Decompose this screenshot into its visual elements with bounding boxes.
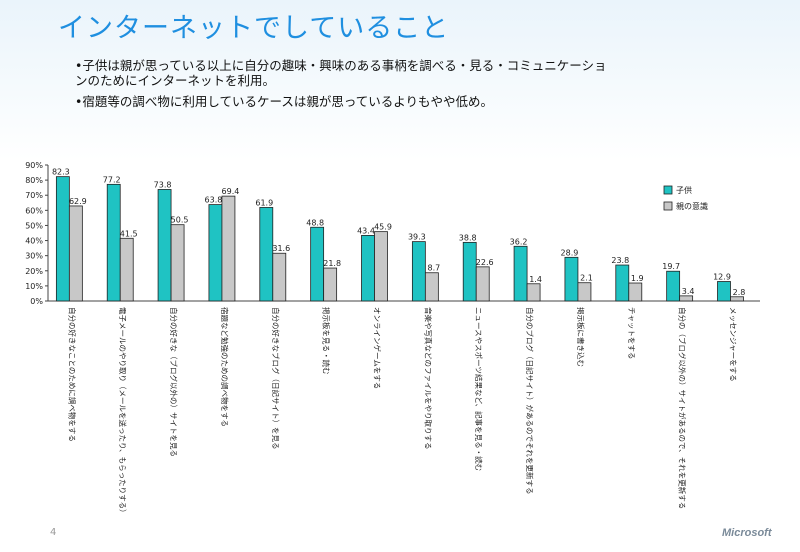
data-label: 61.9 [255,198,273,207]
data-label: 82.3 [52,168,70,177]
bar-child [717,281,731,302]
data-label: 1.9 [631,274,644,283]
bar-child [106,183,121,302]
legend-swatch [663,185,673,195]
bar-child [513,245,528,302]
bar-parent [577,282,592,302]
data-label: 77.2 [103,175,121,184]
x-tick-label: 掲示板に書き込む [576,307,586,367]
bar-child [411,241,426,302]
slide-title: インターネットでしていること [58,13,450,44]
y-tick-label: 0% [30,297,43,306]
data-label: 28.9 [561,248,579,257]
x-tick-label: 自分の好きな（ブログ以外の）サイトを見る [169,307,179,457]
data-label: 48.8 [306,218,324,227]
y-tick-label: 10% [25,282,43,291]
y-tick-label: 20% [25,267,43,276]
bullet-list: •子供は親が思っている以上に自分の趣味・興味のある事柄を調べる・見る・コミュニケ… [75,58,715,115]
bar-parent [730,296,744,302]
x-tick-label: 電子メールのやり取り（メールを送ったり、もらったりする） [118,307,128,517]
header-background [0,0,800,160]
x-tick-label: 掲示板を見る・読む [322,307,332,375]
bar-child [462,241,477,302]
data-label: 21.8 [323,259,341,268]
data-label: 1.4 [529,275,542,284]
data-label: 19.7 [662,262,680,271]
y-tick-label: 80% [25,176,43,185]
y-tick-label: 70% [25,191,43,200]
x-tick-label: 自分のブログ（日記サイト）があるのでそれを更新する [525,307,535,495]
data-label: 45.9 [374,223,392,232]
data-label: 22.6 [476,258,494,267]
data-label: 8.7 [427,264,440,273]
microsoft-logo: Microsoft [722,527,772,539]
bar-child [259,207,274,302]
bar-chart: 0% 10% 20% 30% 40% 50% 60% 70% 80% 90% 82.3 62.9 自分の… [25,161,760,517]
bar-parent [424,272,439,302]
bar-child [564,256,579,302]
data-label: 23.8 [611,256,629,265]
bar-child [55,176,70,302]
bar-parent [68,205,83,302]
bar-child [310,226,325,302]
bar-parent [170,224,185,302]
y-tick-label: 90% [25,161,43,170]
data-label: 3.4 [682,287,695,296]
y-tick-label: 40% [25,237,43,246]
bullet-item: •子供は親が思っている以上に自分の趣味・興味のある事柄を調べる・見る・コミュニケ… [75,58,607,88]
x-tick-label: 自分の好きなことのために調べ物をする [67,307,77,442]
bar-parent [374,231,388,302]
data-label: 73.8 [154,180,172,189]
x-tick-label: 自分の（ブログ以外の）サイトがあるので、それを更新する [678,307,688,509]
bar-parent [119,237,134,302]
bar-child [157,189,172,302]
legend-label: 子供 [676,185,692,195]
bar-parent [526,283,541,302]
legend-swatch [663,201,673,211]
legend-label: 親の意識 [676,201,708,211]
data-label: 2.1 [580,274,593,283]
page-number: 4 [50,527,57,538]
bar-child [615,264,630,302]
y-tick-label: 50% [25,221,43,230]
bar-parent [679,295,694,302]
legend-box [662,180,750,220]
x-tick-label: 音楽や写真などのファイルをやり取りする [423,307,433,450]
data-label: 43.4 [357,226,375,235]
bar-parent [323,267,338,302]
bullet-item: •宿題等の調べ物に利用しているケースは親が思っているよりもやや低め。 [75,94,493,109]
y-tick-label: 30% [25,252,43,261]
x-tick-label: チャットをする [627,307,636,359]
data-label: 41.5 [120,229,138,238]
data-label: 62.9 [69,197,87,206]
data-label: 12.9 [713,273,731,282]
data-label: 36.2 [510,237,528,246]
data-label: 39.3 [408,233,426,242]
x-tick-label: 自分の好きなブログ（日記サイト）を見る [271,307,281,450]
data-label: 50.5 [171,216,189,225]
bar-child [666,270,681,302]
data-label: 2.8 [733,288,746,297]
bar-child [208,204,223,302]
y-tick-label: 60% [25,206,43,215]
data-label: 31.6 [272,244,290,253]
data-label: 69.4 [222,187,240,196]
data-label: 38.8 [459,233,477,242]
bar-parent [221,195,236,302]
bar-parent [475,266,490,302]
x-tick-label: メッセンジャーをする [729,307,738,382]
x-tick-label: 宿題など勉強のための調べ物をする [220,307,230,427]
bar-parent [628,282,643,302]
x-tick-label: オンラインゲームをする [373,307,382,389]
data-label: 63.8 [205,196,223,205]
bar-parent [272,252,287,302]
x-tick-label: ニュースやスポーツ結果など、記事を見る・読む [474,307,484,471]
bar-child [361,235,375,302]
